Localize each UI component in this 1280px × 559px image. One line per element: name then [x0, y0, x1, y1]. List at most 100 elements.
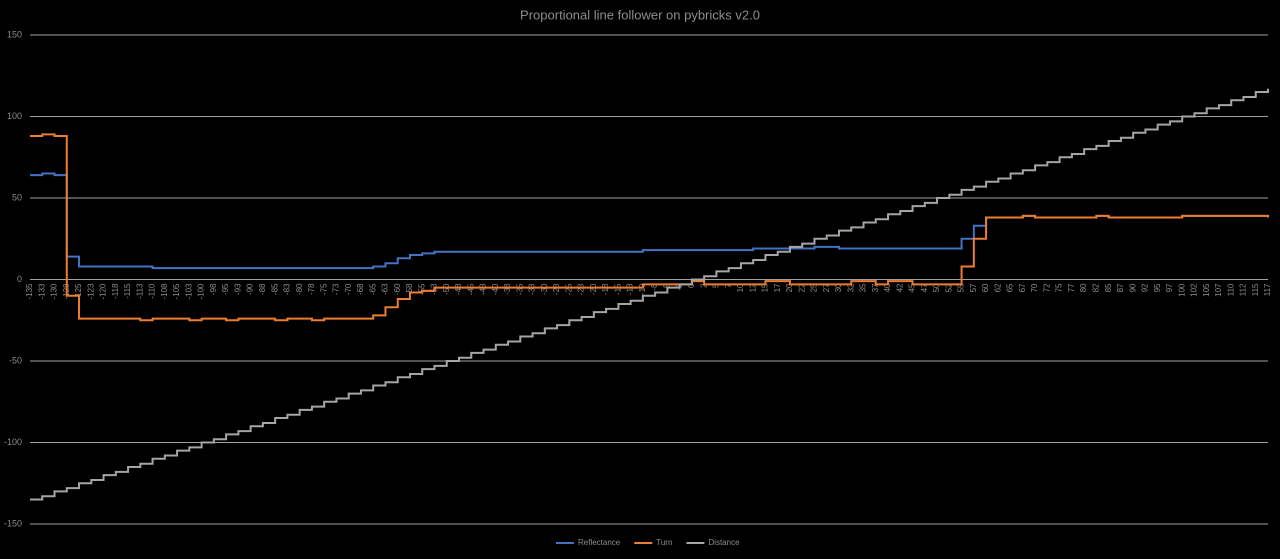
x-tick-label: 75: [1055, 283, 1064, 292]
x-tick-label: -65: [368, 283, 377, 295]
chart-title: Proportional line follower on pybricks v…: [520, 7, 760, 22]
x-tick-label: 55: [957, 283, 966, 292]
x-tick-label: 80: [1079, 283, 1088, 292]
x-tick-label: 12: [748, 283, 757, 292]
x-tick-label: -38: [503, 283, 512, 295]
x-tick-label: 37: [871, 283, 880, 292]
x-tick-label: 27: [822, 283, 831, 292]
series-line: [30, 88, 1269, 501]
x-tick-label: 35: [859, 283, 868, 292]
x-tick-label: 40: [883, 283, 892, 292]
x-tick-label: -108: [160, 283, 169, 300]
x-tick-label: -88: [258, 283, 267, 295]
x-tick-label: -55: [417, 283, 426, 295]
x-tick-label: -23: [577, 283, 586, 295]
series-line: [30, 172, 1269, 270]
x-tick-label: -135: [25, 283, 34, 300]
x-tick-label: 97: [1165, 283, 1174, 292]
x-tick-label: -100: [197, 283, 206, 300]
x-tick-label: -133: [37, 283, 46, 300]
legend-label: Turn: [656, 538, 672, 547]
y-tick-label: 150: [7, 29, 22, 39]
x-tick-label: 112: [1239, 283, 1248, 296]
x-tick-label: 17: [773, 283, 782, 292]
x-tick-label: -18: [601, 283, 610, 295]
y-tick-label: -50: [9, 355, 22, 365]
x-tick-label: -118: [111, 283, 120, 299]
x-tick-label: 47: [920, 283, 929, 292]
x-tick-label: -78: [307, 283, 316, 295]
x-tick-label: -43: [479, 283, 488, 295]
legend-label: Distance: [708, 538, 740, 547]
y-tick-label: 50: [12, 192, 22, 202]
x-tick-label: 2: [699, 283, 708, 288]
x-tick-label: 87: [1116, 283, 1125, 292]
x-tick-label: -10: [638, 283, 647, 295]
x-tick-label: -103: [184, 283, 193, 300]
x-tick-label: -73: [332, 283, 341, 295]
x-tick-label: -20: [589, 283, 598, 295]
x-tick-label: 85: [1104, 283, 1113, 292]
x-tick-label: 57: [969, 283, 978, 292]
x-tick-label: 92: [1141, 283, 1150, 292]
x-tick-label: -50: [442, 283, 451, 295]
x-tick-label: -28: [552, 283, 561, 295]
x-tick-label: 72: [1042, 283, 1051, 292]
x-tick-label: 52: [944, 283, 953, 292]
x-tick-label: 65: [1006, 283, 1015, 292]
y-tick-label: -100: [4, 437, 22, 447]
x-tick-label: -98: [209, 283, 218, 295]
x-tick-label: 7: [724, 283, 733, 288]
x-tick-label: -58: [405, 283, 414, 295]
x-tick-label: -48: [454, 283, 463, 295]
series-line: [30, 133, 1269, 322]
x-tick-label: -40: [491, 283, 500, 295]
x-tick-label: -13: [626, 283, 635, 295]
x-tick-label: 100: [1177, 283, 1186, 297]
x-tick-label: 62: [993, 283, 1002, 292]
x-tick-label: -68: [356, 283, 365, 295]
x-tick-label: 15: [761, 283, 770, 292]
x-tick-label: 77: [1067, 283, 1076, 292]
x-tick-label: 10: [736, 283, 745, 292]
x-tick-label: 115: [1251, 283, 1260, 296]
x-tick-label: 22: [797, 283, 806, 292]
x-tick-label: -80: [295, 283, 304, 295]
x-tick-label: -25: [564, 283, 573, 295]
x-tick-label: -45: [466, 283, 475, 295]
x-tick-label: -113: [135, 283, 144, 299]
x-tick-label: -85: [270, 283, 279, 295]
x-tick-label: 107: [1214, 283, 1223, 297]
x-tick-label: -83: [283, 283, 292, 295]
x-tick-label: -35: [515, 283, 524, 295]
legend-label: Reflectance: [578, 538, 621, 547]
x-tick-label: -115: [123, 283, 132, 299]
x-tick-label: -33: [528, 283, 537, 295]
x-tick-label: -90: [246, 283, 255, 295]
x-tick-label: -63: [381, 283, 390, 295]
y-tick-label: 100: [7, 111, 22, 121]
x-tick-label: -75: [319, 283, 328, 295]
x-tick-label: 60: [981, 283, 990, 292]
x-tick-label: 70: [1030, 283, 1039, 292]
y-tick-label: -150: [4, 518, 22, 528]
x-tick-label: -15: [613, 283, 622, 295]
x-tick-label: 82: [1092, 283, 1101, 292]
y-tick-label: 0: [17, 274, 22, 284]
x-tick-label: -60: [393, 283, 402, 295]
x-tick-label: 110: [1226, 283, 1235, 296]
x-tick-label: -30: [540, 283, 549, 295]
x-tick-label: 5: [712, 283, 721, 288]
x-tick-label: -95: [221, 283, 230, 295]
x-tick-label: -125: [74, 283, 83, 300]
x-tick-label: 102: [1190, 283, 1199, 297]
x-tick-label: 30: [834, 283, 843, 292]
x-tick-label: -93: [233, 283, 242, 295]
x-tick-label: 20: [785, 283, 794, 292]
x-tick-label: -130: [50, 283, 59, 300]
x-tick-label: -105: [172, 283, 181, 300]
x-tick-label: 50: [932, 283, 941, 292]
x-tick-label: -8: [650, 283, 659, 291]
x-tick-label: 95: [1153, 283, 1162, 292]
